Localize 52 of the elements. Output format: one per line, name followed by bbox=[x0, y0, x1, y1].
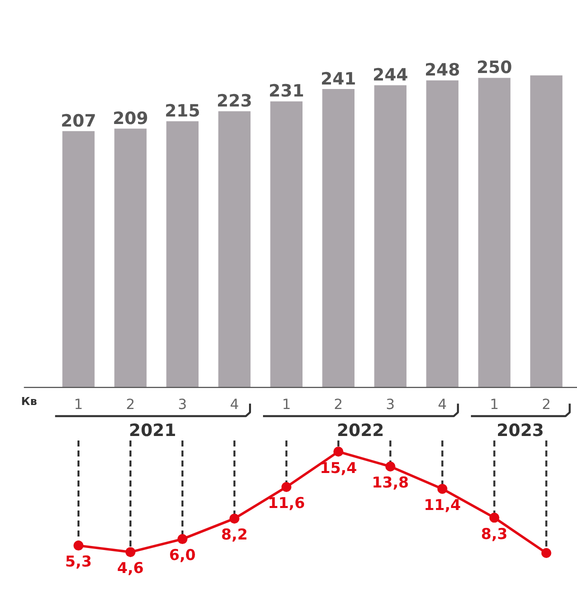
data-label: 207 bbox=[60, 111, 96, 132]
bar bbox=[62, 131, 95, 388]
bar bbox=[322, 89, 354, 388]
x-tick-label: 1 bbox=[74, 397, 83, 414]
bar bbox=[530, 75, 562, 388]
point bbox=[281, 482, 292, 492]
x-tick-label: 1 bbox=[282, 397, 291, 414]
data-label: 5,3 bbox=[65, 552, 92, 571]
point bbox=[177, 534, 188, 544]
x-tick-label: 3 bbox=[178, 397, 187, 414]
data-label: 4,6 bbox=[117, 559, 144, 578]
x-tick-label: 2 bbox=[334, 397, 343, 414]
x-tick-label: 1 bbox=[490, 397, 499, 414]
x-tick-label: 2 bbox=[126, 397, 135, 414]
data-label: 223 bbox=[216, 92, 252, 112]
data-label: 241 bbox=[320, 69, 356, 90]
x-tick-label: 2 bbox=[542, 397, 551, 414]
text: 2022 bbox=[336, 421, 384, 442]
data-label: 209 bbox=[112, 108, 148, 129]
data-label: 248 bbox=[424, 60, 460, 81]
bar bbox=[478, 78, 510, 388]
bar bbox=[426, 80, 458, 388]
text: 2021 bbox=[128, 421, 176, 442]
point bbox=[489, 512, 500, 523]
text: 2023 bbox=[496, 421, 544, 442]
bar bbox=[114, 128, 147, 388]
point bbox=[73, 540, 84, 551]
data-label: 8,3 bbox=[481, 524, 508, 543]
data-label: 231 bbox=[268, 82, 304, 102]
data-label: 215 bbox=[164, 102, 200, 122]
point bbox=[385, 462, 396, 472]
point bbox=[125, 547, 136, 558]
data-label: 250 bbox=[476, 58, 512, 78]
data-label: 15,4 bbox=[320, 458, 357, 477]
data-label: 8,2 bbox=[221, 526, 248, 544]
x-tick-label: 4 bbox=[438, 397, 447, 414]
bar bbox=[374, 85, 406, 388]
data-label: 11,6 bbox=[268, 494, 305, 512]
data-label: 244 bbox=[372, 66, 408, 86]
point bbox=[541, 548, 552, 558]
data-label: 13,8 bbox=[372, 474, 409, 492]
point bbox=[229, 514, 240, 524]
data-label: 11,4 bbox=[424, 496, 461, 514]
bar bbox=[218, 111, 251, 388]
x-tick-label: 4 bbox=[230, 397, 239, 414]
point bbox=[333, 446, 344, 457]
point bbox=[437, 484, 448, 494]
bar bbox=[166, 121, 199, 388]
data-label: 6,0 bbox=[169, 546, 196, 564]
x-tick-label: 3 bbox=[386, 397, 395, 414]
bar bbox=[270, 101, 303, 388]
x-axis-title: Кв bbox=[21, 394, 38, 408]
